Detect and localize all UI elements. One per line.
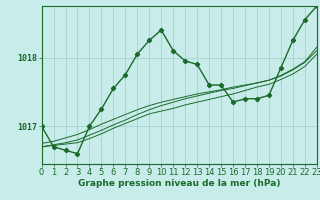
- X-axis label: Graphe pression niveau de la mer (hPa): Graphe pression niveau de la mer (hPa): [78, 179, 280, 188]
